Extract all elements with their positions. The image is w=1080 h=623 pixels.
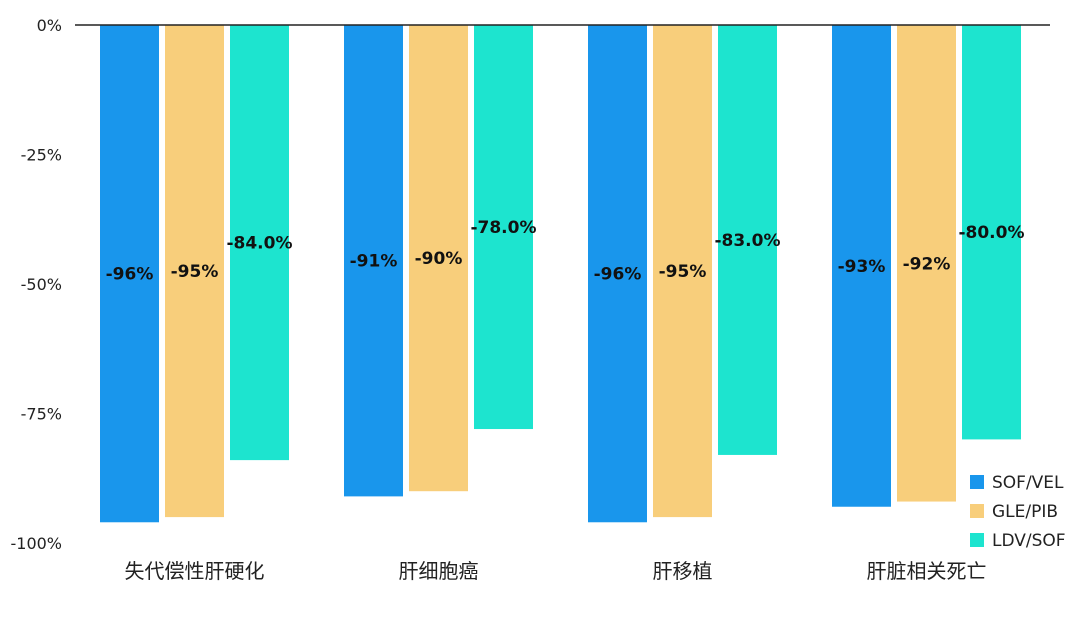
bar-gle-pib-0 xyxy=(165,25,224,518)
y-tick-label: -25% xyxy=(21,146,62,165)
data-label: -80.0% xyxy=(958,223,1024,243)
data-label: -95% xyxy=(171,262,219,282)
bar-gle-pib-2 xyxy=(653,25,712,518)
y-tick-label: 0% xyxy=(37,16,62,35)
category-label: 肝脏相关死亡 xyxy=(867,559,987,583)
bar-sof-vel-1 xyxy=(344,25,403,497)
data-label: -96% xyxy=(106,265,154,285)
data-label: -84.0% xyxy=(226,234,292,254)
data-label: -78.0% xyxy=(470,218,536,238)
legend: SOF/VEL GLE/PIB LDV/SOF xyxy=(970,473,1066,551)
y-tick-label: -50% xyxy=(21,275,62,294)
data-label: -96% xyxy=(594,265,642,285)
category-label: 肝细胞癌 xyxy=(399,559,479,583)
data-label: -90% xyxy=(415,249,463,269)
bar-gle-pib-3 xyxy=(897,25,956,502)
bar-sof-vel-3 xyxy=(832,25,891,507)
legend-swatch xyxy=(970,504,984,518)
y-tick-label: -75% xyxy=(21,405,62,424)
data-label: -91% xyxy=(350,252,398,272)
bar-ldv-sof-1 xyxy=(474,25,533,430)
data-label: -83.0% xyxy=(714,231,780,251)
data-label: -92% xyxy=(903,254,951,274)
bar-sof-vel-0 xyxy=(100,25,159,523)
legend-label: SOF/VEL xyxy=(992,473,1064,493)
legend-swatch xyxy=(970,533,984,547)
bar-gle-pib-1 xyxy=(409,25,468,492)
legend-label: GLE/PIB xyxy=(992,502,1058,522)
data-label: -93% xyxy=(838,257,886,277)
bar-ldv-sof-0 xyxy=(230,25,289,461)
category-label: 失代偿性肝硬化 xyxy=(125,559,265,583)
bars-layer xyxy=(100,25,1021,523)
y-tick-label: -100% xyxy=(10,534,62,553)
bar-ldv-sof-2 xyxy=(718,25,777,455)
data-labels-layer: -96% -95% -84.0% -91% -90% -78.0% -96% -95% -83.… xyxy=(106,218,1025,285)
legend-swatch xyxy=(970,475,984,489)
bar-ldv-sof-3 xyxy=(962,25,1021,440)
legend-label: LDV/SOF xyxy=(992,531,1066,551)
axis-layer: 0% -25% -50% -75% -100% 失代偿性肝硬化 肝细胞癌 肝移植 肝脏相关死亡 xyxy=(10,16,1050,583)
category-label: 肝移植 xyxy=(653,559,713,583)
data-label: -95% xyxy=(659,262,707,282)
bar-sof-vel-2 xyxy=(588,25,647,523)
